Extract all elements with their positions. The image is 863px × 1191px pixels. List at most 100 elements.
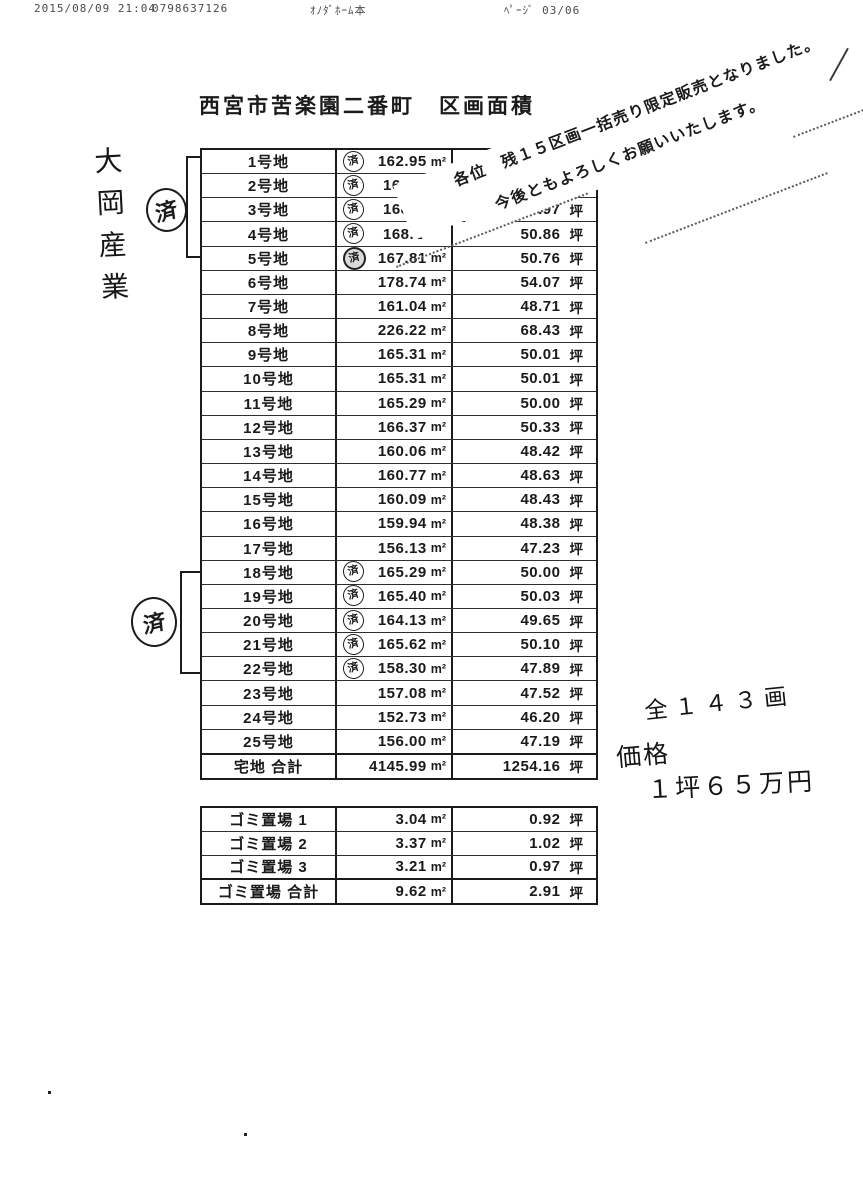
area-m2-value: 165.31 bbox=[377, 370, 427, 388]
area-m2-value: 156.13 bbox=[377, 539, 427, 557]
lot-label-cell: ゴミ置場 3 bbox=[202, 855, 337, 879]
page-title: 西宮市苦楽園二番町 区画面積 bbox=[199, 95, 535, 118]
area-tsubo-value: 48.43 bbox=[520, 491, 561, 509]
area-m2-unit: m² bbox=[430, 516, 446, 531]
paid-seal-icon: 済 bbox=[340, 244, 369, 273]
area-tsubo-unit: 坪 bbox=[569, 372, 584, 388]
area-m2-value: 165.62 bbox=[377, 636, 427, 654]
paid-seal-icon: 済 bbox=[340, 583, 367, 609]
fax-number: 0798637126 bbox=[152, 2, 229, 15]
area-m2-cell: 166.37 m² bbox=[337, 415, 453, 439]
table-row: 24号地 152.73 m² 46.20 坪 bbox=[202, 704, 596, 729]
area-m2-value: 165.40 bbox=[377, 587, 427, 605]
area-tsubo-unit: 坪 bbox=[569, 590, 584, 606]
area-tsubo-cell: 48.38 坪 bbox=[453, 512, 596, 535]
lot-label-cell: 15号地 bbox=[202, 488, 337, 512]
fax-datetime: 2015/08/09 21:04 bbox=[34, 2, 156, 15]
area-m2-value: 158.30 bbox=[377, 660, 427, 678]
lot-label: 23号地 bbox=[243, 685, 294, 703]
table-row: 25号地 156.00 m² 47.19 坪 bbox=[202, 728, 596, 753]
area-tsubo-value: 50.01 bbox=[520, 346, 561, 364]
area-tsubo-cell: 0.97 坪 bbox=[453, 856, 596, 879]
area-m2-value: 159.94 bbox=[377, 515, 427, 533]
area-tsubo-value: 50.76 bbox=[520, 249, 561, 267]
area-tsubo-unit: 坪 bbox=[569, 760, 584, 776]
group-bracket-lots-1-5 bbox=[186, 156, 203, 258]
area-tsubo-unit: 坪 bbox=[569, 711, 584, 727]
table-row: 1号地 済 162.95 m² bbox=[202, 148, 596, 174]
lot-label: 25号地 bbox=[243, 733, 294, 751]
area-m2-unit: m² bbox=[430, 759, 446, 774]
area-tsubo-value: 50.00 bbox=[520, 394, 561, 412]
area-tsubo-value: 47.52 bbox=[520, 684, 561, 702]
area-m2-cell: 157.08 m² bbox=[337, 681, 453, 705]
area-m2-unit: m² bbox=[430, 884, 446, 899]
area-tsubo-cell: 50.00 坪 bbox=[453, 561, 596, 584]
area-m2-cell: 159.94 m² bbox=[337, 512, 453, 536]
area-m2-value: 161.04 bbox=[377, 298, 427, 316]
area-m2-cell: 178.74 m² bbox=[337, 270, 453, 294]
area-tsubo-value: 1.02 bbox=[529, 834, 561, 852]
area-m2-unit: m² bbox=[430, 251, 446, 266]
area-m2-cell: 済 167.81 m² bbox=[337, 244, 453, 273]
area-tsubo-unit: 坪 bbox=[569, 735, 584, 751]
area-m2-value: 4145.99 bbox=[368, 757, 427, 775]
area-tsubo-unit: 坪 bbox=[569, 252, 584, 268]
lot-label: 18号地 bbox=[243, 564, 294, 582]
area-tsubo-value: 0.92 bbox=[529, 810, 561, 828]
area-m2-unit: m² bbox=[430, 154, 446, 169]
area-m2-value: 226.22 bbox=[377, 322, 427, 340]
area-tsubo-cell: 1254.16 坪 bbox=[453, 755, 596, 778]
area-m2-unit: m² bbox=[430, 661, 446, 676]
area-tsubo-value: 54.07 bbox=[520, 273, 561, 291]
area-m2-value: 166.37 bbox=[377, 418, 427, 436]
paid-seal-icon: 済 bbox=[340, 559, 367, 585]
done-stamp-char: 済 bbox=[141, 608, 167, 639]
table-row: 8号地 226.22 m² 68.43 坪 bbox=[202, 318, 596, 343]
done-stamp-char: 済 bbox=[154, 196, 180, 227]
area-m2-value: 164.13 bbox=[377, 612, 427, 630]
area-tsubo-value: 50.03 bbox=[520, 587, 561, 605]
fax-page-indicator: ﾍﾟｰｼﾞ 03/06 bbox=[504, 4, 581, 17]
paid-seal-icon: 済 bbox=[340, 631, 367, 657]
area-m2-unit: m² bbox=[430, 541, 446, 556]
area-m2-value: 157.08 bbox=[377, 684, 427, 702]
lot-label: 24号地 bbox=[243, 709, 294, 727]
lot-label-cell: ゴミ置場 1 bbox=[202, 808, 337, 831]
fax-header: 2015/08/09 21:04 0798637126 ｵﾉﾀﾞﾎｰﾑ本 ﾍﾟｰ… bbox=[0, 2, 863, 17]
area-m2-unit: m² bbox=[430, 444, 446, 459]
table-row: ゴミ置場 2 3.37 m² 1.02 坪 bbox=[202, 830, 596, 855]
area-m2-cell: 済 162.95 m² bbox=[337, 148, 453, 174]
paid-seal-char: 済 bbox=[346, 636, 361, 651]
area-m2-cell: 3.21 m² bbox=[337, 855, 453, 879]
area-tsubo-cell: 48.42 坪 bbox=[453, 440, 596, 463]
lot-label-cell: 25号地 bbox=[202, 729, 337, 753]
area-tsubo-unit: 坪 bbox=[569, 348, 584, 364]
lot-label: 21号地 bbox=[243, 637, 294, 655]
area-m2-unit: m² bbox=[430, 859, 446, 874]
table-row: 12号地 166.37 m² 50.33 坪 bbox=[202, 414, 596, 439]
area-m2-cell: 済 165.62 m² bbox=[337, 631, 453, 657]
area-m2-unit: m² bbox=[430, 613, 446, 628]
paid-seal-icon: 済 bbox=[340, 172, 367, 198]
area-tsubo-unit: 坪 bbox=[569, 687, 584, 703]
area-m2-value: 162.95 bbox=[377, 153, 427, 171]
area-tsubo-cell: 48.71 坪 bbox=[453, 295, 596, 318]
table-row: 17号地 156.13 m² 47.23 坪 bbox=[202, 535, 596, 560]
lot-label: 16号地 bbox=[243, 516, 294, 534]
lot-label-cell: 14号地 bbox=[202, 464, 337, 488]
lot-label: 3号地 bbox=[247, 202, 290, 220]
handwritten-done-stamp-1: 済 bbox=[143, 185, 190, 235]
area-m2-unit: m² bbox=[430, 275, 446, 290]
area-tsubo-cell: 50.10 坪 bbox=[453, 633, 596, 656]
area-tsubo-unit: 坪 bbox=[569, 397, 584, 413]
area-m2-cell: 済 164.13 m² bbox=[337, 607, 453, 633]
table-row: 18号地 済 165.29 m² 50.00 坪 bbox=[202, 559, 596, 585]
lot-label: 15号地 bbox=[243, 492, 294, 510]
area-tsubo-value: 50.33 bbox=[520, 418, 561, 436]
area-m2-unit: m² bbox=[430, 637, 446, 652]
table-row: 15号地 160.09 m² 48.43 坪 bbox=[202, 487, 596, 512]
paid-seal-icon: 済 bbox=[340, 607, 367, 633]
area-m2-value: 160.77 bbox=[377, 467, 427, 485]
